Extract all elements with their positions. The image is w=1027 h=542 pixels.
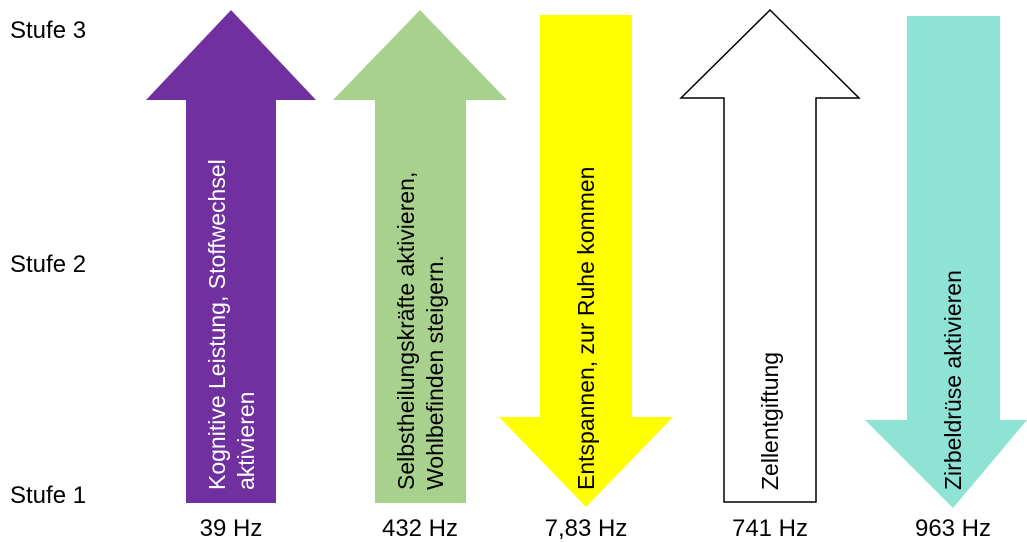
level-label-stufe-2: Stufe 2 [10, 251, 86, 278]
arrow-963hz: Zirbeldrüse aktivieren 963 Hz [865, 16, 1027, 542]
arrow-432hz: Selbstheilungskräfte aktivieren, Wohlbef… [333, 10, 507, 542]
arrow-963hz-label: Zirbeldrüse aktivieren [940, 270, 966, 490]
arrow-432hz-label-line-2: Wohlbefinden steigern. [422, 255, 448, 490]
arrow-39hz-label-line-2: aktivieren [233, 392, 259, 490]
arrow-783hz-label: Entspannen, zur Ruhe kommen [573, 167, 599, 490]
arrow-39hz-label-line-1: Kognitive Leistung, Stoffwechsel [204, 159, 230, 490]
arrow-741hz-label-line-1: Zellentgiftung [757, 352, 783, 490]
frequency-label-963hz: 963 Hz [915, 515, 991, 542]
arrow-741hz-label: Zellentgiftung [757, 352, 783, 490]
level-label-stufe-1: Stufe 1 [10, 482, 86, 509]
arrow-963hz-shape [865, 16, 1027, 508]
frequency-label-39hz: 39 Hz [200, 515, 263, 542]
arrow-39hz-label: Kognitive Leistung, Stoffwechsel aktivie… [204, 153, 259, 490]
arrow-432hz-label: Selbstheilungskräfte aktivieren, Wohlbef… [393, 165, 448, 490]
arrow-39hz: Kognitive Leistung, Stoffwechsel aktivie… [146, 10, 316, 542]
arrow-39hz-shape [146, 10, 316, 503]
arrow-741hz-shape [679, 8, 861, 503]
arrow-963hz-label-line-1: Zirbeldrüse aktivieren [940, 270, 966, 490]
frequency-label-783hz: 7,83 Hz [545, 515, 628, 542]
arrow-432hz-shape [333, 10, 507, 503]
arrow-783hz-label-line-1: Entspannen, zur Ruhe kommen [573, 167, 599, 490]
arrow-432hz-label-line-1: Selbstheilungskräfte aktivieren, [393, 172, 419, 490]
frequency-label-432hz: 432 Hz [382, 515, 458, 542]
arrow-783hz-shape [499, 15, 673, 507]
level-label-stufe-3: Stufe 3 [10, 17, 86, 44]
arrow-783hz: Entspannen, zur Ruhe kommen 7,83 Hz [499, 15, 673, 542]
arrow-741hz: Zellentgiftung 741 Hz [679, 8, 861, 542]
frequency-label-741hz: 741 Hz [732, 515, 808, 542]
